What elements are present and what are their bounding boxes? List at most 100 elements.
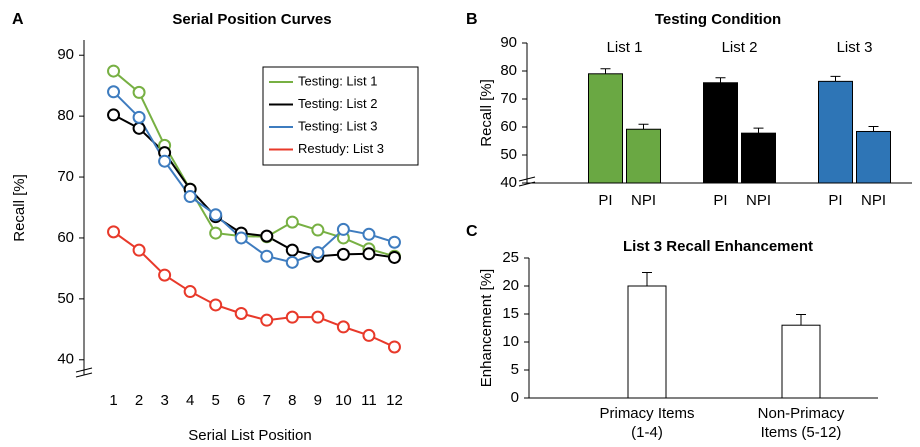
data-point [158, 154, 172, 168]
y-tick-label: 70 [500, 90, 517, 107]
y-tick-label: 80 [500, 62, 517, 79]
data-point [132, 121, 146, 135]
y-tick-label: 40 [57, 351, 74, 368]
data-point [336, 222, 350, 236]
data-point [336, 320, 350, 334]
data-point [311, 310, 325, 324]
data-point [260, 313, 274, 327]
legend-label: Testing: List 1 [298, 73, 378, 88]
error-bar [600, 68, 611, 74]
x-tick-label: 8 [288, 392, 296, 409]
y-tick-label: 5 [511, 361, 519, 378]
data-point [362, 247, 376, 261]
y-tick-label: 25 [502, 249, 519, 266]
error-bar [642, 272, 652, 286]
data-point [387, 340, 401, 354]
y-tick-label: 0 [511, 389, 519, 406]
panel-label: A [12, 11, 24, 28]
group-label: List 2 [722, 39, 758, 56]
error-bar [715, 77, 726, 83]
error-bar [753, 127, 764, 134]
data-point [362, 227, 376, 241]
x-tick-label: 2 [135, 392, 143, 409]
x-tick-label: 12 [386, 392, 403, 409]
data-point [209, 226, 223, 240]
x-tick-label: 4 [186, 392, 194, 409]
chart-title: Serial Position Curves [172, 11, 331, 28]
data-point [183, 285, 197, 299]
data-point [132, 110, 146, 124]
data-point [183, 190, 197, 204]
bar [856, 130, 891, 184]
x-tick-label: NPI [631, 192, 656, 209]
legend-label: Restudy: List 3 [298, 141, 384, 156]
x-axis-label: Serial List Position [188, 427, 311, 444]
x-tick-label: 10 [335, 392, 352, 409]
error-bar [868, 125, 879, 132]
y-tick-label: 50 [57, 290, 74, 307]
data-point [387, 250, 401, 264]
y-tick-label: 80 [57, 107, 74, 124]
x-tick-label: 11 [361, 392, 377, 409]
group-label: List 3 [837, 39, 873, 56]
chart-title: List 3 Recall Enhancement [623, 238, 813, 255]
series-line [112, 231, 395, 348]
bar [626, 128, 661, 184]
x-tick-label: NPI [746, 192, 771, 209]
x-tick-label: 1 [109, 392, 117, 409]
x-tick-label: 3 [160, 392, 168, 409]
data-point [209, 208, 223, 222]
bar [818, 80, 853, 184]
x-tick-label: Non-Primacy Items (5-12) [757, 405, 845, 441]
y-tick-label: 40 [500, 174, 517, 191]
y-axis-label: Recall [%] [11, 174, 28, 242]
data-point [132, 85, 146, 99]
error-bar [796, 314, 806, 326]
bar [627, 285, 667, 399]
x-tick-label: PI [713, 192, 727, 209]
y-tick-label: 20 [502, 277, 519, 294]
y-axis-label: Enhancement [%] [478, 269, 495, 387]
bar [781, 324, 821, 399]
data-point [260, 229, 274, 243]
y-tick-label: 50 [500, 146, 517, 163]
data-point [107, 85, 121, 99]
bar [588, 73, 623, 184]
y-tick-label: 90 [500, 34, 517, 51]
data-point [285, 255, 299, 269]
data-point [336, 247, 350, 261]
x-tick-label: 9 [314, 392, 322, 409]
panel-label: C [466, 223, 478, 240]
data-point [234, 231, 248, 245]
x-tick-label: Primacy Items (1-4) [599, 405, 695, 441]
data-point [285, 243, 299, 257]
data-point [285, 215, 299, 229]
data-point [260, 249, 274, 263]
data-point [311, 223, 325, 237]
data-point [234, 306, 248, 320]
error-bar [638, 123, 649, 130]
x-tick-label: NPI [861, 192, 886, 209]
data-point [362, 328, 376, 342]
data-point [209, 298, 223, 312]
y-tick-label: 10 [502, 333, 519, 350]
data-point [387, 235, 401, 249]
data-point [132, 243, 146, 257]
data-point [107, 108, 121, 122]
data-point [107, 64, 121, 78]
y-tick-label: 70 [57, 168, 74, 185]
bar [741, 132, 776, 184]
legend-label: Testing: List 3 [298, 118, 378, 133]
data-point [311, 246, 325, 260]
chart-title: Testing Condition [655, 11, 781, 28]
x-tick-label: 6 [237, 392, 245, 409]
y-tick-label: 60 [57, 229, 74, 246]
legend-label: Testing: List 2 [298, 96, 378, 111]
group-label: List 1 [607, 39, 643, 56]
y-axis-label: Recall [%] [478, 79, 495, 147]
y-tick-label: 15 [502, 305, 519, 322]
x-tick-label: PI [598, 192, 612, 209]
x-tick-label: PI [828, 192, 842, 209]
